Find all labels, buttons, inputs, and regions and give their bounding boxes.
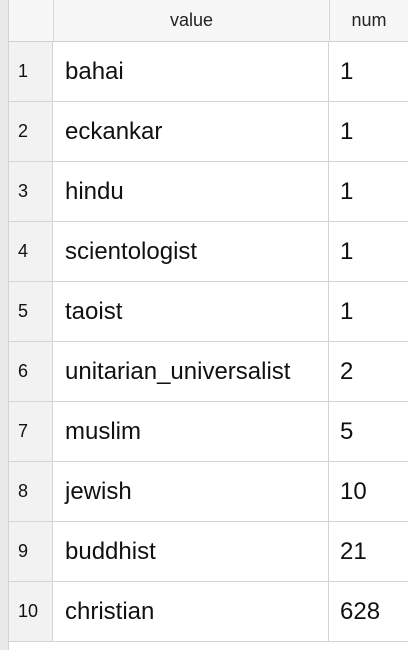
cell-num[interactable]: 1 bbox=[340, 238, 354, 265]
row-number[interactable]: 8 bbox=[9, 462, 53, 521]
table-row[interactable]: 2 eckankar 1 bbox=[9, 102, 408, 162]
grid-header: value num bbox=[9, 0, 408, 42]
cell-num[interactable]: 5 bbox=[340, 418, 354, 445]
column-header-value[interactable]: value bbox=[53, 0, 329, 41]
row-number[interactable]: 10 bbox=[9, 582, 53, 641]
table-row[interactable]: 3 hindu 1 bbox=[9, 162, 408, 222]
row-number[interactable]: 2 bbox=[9, 102, 53, 161]
cell-value[interactable]: bahai bbox=[53, 42, 329, 101]
table-row[interactable]: 7 muslim 5 bbox=[9, 402, 408, 462]
cell-value[interactable]: taoist bbox=[53, 282, 329, 341]
table-row[interactable]: 5 taoist 1 bbox=[9, 282, 408, 342]
row-number[interactable]: 4 bbox=[9, 222, 53, 281]
table-row[interactable]: 10 christian 628 bbox=[9, 582, 408, 642]
cell-num[interactable]: 10 bbox=[340, 478, 367, 505]
cell-value[interactable]: buddhist bbox=[53, 522, 329, 581]
row-number[interactable]: 3 bbox=[9, 162, 53, 221]
table-row[interactable]: 6 unitarian_universalist 2 bbox=[9, 342, 408, 402]
table-row[interactable]: 9 buddhist 21 bbox=[9, 522, 408, 582]
row-number[interactable]: 6 bbox=[9, 342, 53, 401]
grid-left-gutter bbox=[0, 0, 9, 650]
row-number[interactable]: 5 bbox=[9, 282, 53, 341]
cell-num[interactable]: 1 bbox=[340, 58, 354, 85]
cell-value[interactable]: scientologist bbox=[53, 222, 329, 281]
cell-value[interactable]: eckankar bbox=[53, 102, 329, 161]
row-number-header[interactable] bbox=[9, 0, 53, 41]
cell-value[interactable]: jewish bbox=[53, 462, 329, 521]
cell-num[interactable]: 628 bbox=[340, 598, 381, 625]
cell-value[interactable]: unitarian_universalist bbox=[53, 342, 329, 401]
row-number[interactable]: 7 bbox=[9, 402, 53, 461]
column-header-num[interactable]: num bbox=[329, 0, 408, 41]
table-row[interactable]: 8 jewish 10 bbox=[9, 462, 408, 522]
table-row[interactable]: 4 scientologist 1 bbox=[9, 222, 408, 282]
grid-body: 1 bahai 1 2 eckankar 1 3 hindu 1 4 scien… bbox=[9, 42, 408, 642]
cell-num[interactable]: 1 bbox=[340, 118, 354, 145]
cell-num[interactable]: 1 bbox=[340, 178, 354, 205]
row-number[interactable]: 1 bbox=[9, 42, 53, 101]
cell-value[interactable]: christian bbox=[53, 582, 329, 641]
table-row[interactable]: 1 bahai 1 bbox=[9, 42, 408, 102]
cell-value[interactable]: muslim bbox=[53, 402, 329, 461]
cell-num[interactable]: 1 bbox=[340, 298, 354, 325]
row-number[interactable]: 9 bbox=[9, 522, 53, 581]
cell-num[interactable]: 2 bbox=[340, 358, 354, 385]
cell-value[interactable]: hindu bbox=[53, 162, 329, 221]
cell-num[interactable]: 21 bbox=[340, 538, 367, 565]
